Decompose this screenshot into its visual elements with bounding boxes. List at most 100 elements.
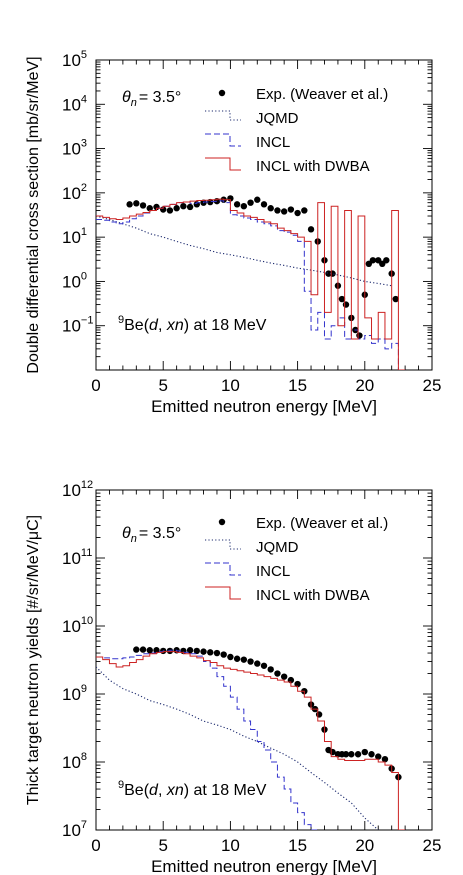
data-point [294, 209, 301, 217]
data-point [173, 205, 180, 212]
legend-label: Exp. (Weaver et al.) [256, 86, 388, 103]
data-point [348, 751, 355, 758]
data-point [247, 199, 254, 206]
angle-annotation: θn = 3.5° [122, 525, 181, 545]
x-axis-label: Emitted neutron energy [MeV] [151, 857, 377, 875]
data-point [180, 202, 187, 210]
data-point [233, 655, 241, 662]
series-2 [96, 200, 406, 370]
series-line [96, 198, 406, 370]
legend-label: INCL with DWBA [256, 587, 370, 604]
data-point [342, 751, 350, 758]
legend-label: INCL with DWBA [256, 158, 370, 175]
data-point [260, 201, 268, 208]
y-tick-label: 104 [62, 93, 87, 114]
data-point [260, 662, 268, 669]
data-point [361, 748, 368, 756]
series-line [96, 651, 406, 830]
series-1 [96, 666, 379, 830]
chart-panel-top: 10−1 100 101 102 103 104 105 0 5 10 15 20 25 Emitted … [25, 49, 441, 416]
data-point [193, 647, 200, 655]
data-point [381, 755, 389, 763]
series-3 [96, 651, 406, 830]
data-point [207, 649, 214, 656]
y-tick-label: 105 [62, 49, 87, 70]
legend-label: Exp. (Weaver et al.) [256, 515, 388, 532]
legend-marker [218, 89, 226, 97]
data-point [274, 207, 281, 214]
data-point [186, 203, 194, 211]
data-point [254, 196, 261, 203]
data-point [287, 206, 295, 213]
data-point [354, 751, 362, 758]
legend-label: INCL [256, 134, 290, 151]
chart-panel-bottom: 107 108 109 1010 1011 1012 0 5 10 15 20 25 Emitted n… [25, 479, 441, 875]
x-axis-label: Emitted neutron energy [MeV] [151, 397, 377, 416]
legend-marker [205, 133, 241, 147]
legend-marker [205, 562, 241, 576]
data-point [267, 666, 274, 673]
data-point [338, 295, 346, 303]
data-point [166, 207, 174, 214]
y-tick-label: 10−1 [62, 315, 93, 336]
data-point [133, 646, 140, 653]
series-3 [96, 198, 406, 370]
plot-frame [95, 489, 433, 831]
series-0 [126, 195, 399, 339]
data-point [247, 658, 254, 665]
legend-marker [205, 586, 241, 600]
x-tick-label: 5 [158, 836, 167, 855]
y-tick-label: 109 [62, 683, 87, 704]
y-tick-label: 101 [62, 226, 87, 247]
data-point [200, 648, 207, 655]
data-point [193, 201, 200, 208]
y-tick-label: 1011 [62, 547, 92, 568]
series-1 [96, 215, 392, 287]
series-line [96, 200, 406, 370]
y-tick-label: 108 [62, 751, 87, 772]
legend: Exp. (Weaver et al.) JQMD INCL INCL with DW… [205, 86, 388, 175]
data-point [227, 653, 234, 661]
series-line [96, 215, 392, 287]
legend: Exp. (Weaver et al.) JQMD INCL INCL with DW… [205, 515, 388, 604]
x-tick-label: 5 [158, 376, 167, 395]
data-point [139, 202, 147, 209]
data-point [301, 207, 308, 214]
y-tick-label: 102 [62, 182, 87, 203]
legend-marker [218, 518, 226, 526]
data-point [233, 201, 241, 208]
x-tick-label: 15 [288, 376, 307, 395]
data-point [307, 226, 315, 233]
data-point [146, 647, 153, 654]
y-tick-label: 100 [62, 270, 87, 291]
data-point [392, 295, 399, 303]
data-point [240, 656, 248, 663]
y-axis-label: Thick target neutron yields [#/sr/MeV/μC… [25, 515, 42, 805]
y-tick-label: 1012 [62, 479, 93, 500]
data-point [294, 680, 301, 688]
x-tick-label: 20 [355, 836, 374, 855]
data-point [254, 660, 261, 667]
y-tick-label: 103 [62, 138, 87, 159]
x-tick-label: 20 [355, 376, 374, 395]
data-point [240, 202, 248, 210]
reaction-annotation: 9Be(d, xn) at 18 MeV [118, 779, 267, 799]
series-line [96, 666, 379, 830]
series-0 [133, 646, 402, 781]
x-tick-label: 25 [423, 376, 442, 395]
angle-annotation: θn = 3.5° [122, 89, 181, 109]
data-point [375, 753, 382, 760]
legend-marker [205, 539, 241, 550]
x-tick-label: 25 [423, 836, 442, 855]
data-point [133, 200, 140, 207]
legend-label: JQMD [256, 110, 299, 127]
x-tick-label: 10 [221, 836, 240, 855]
legend-label: INCL [256, 563, 290, 580]
data-point [383, 257, 390, 264]
data-point [213, 649, 221, 657]
data-point [369, 257, 377, 264]
y-tick-label: 1010 [62, 615, 93, 636]
data-point [356, 332, 363, 339]
data-point [368, 751, 375, 758]
